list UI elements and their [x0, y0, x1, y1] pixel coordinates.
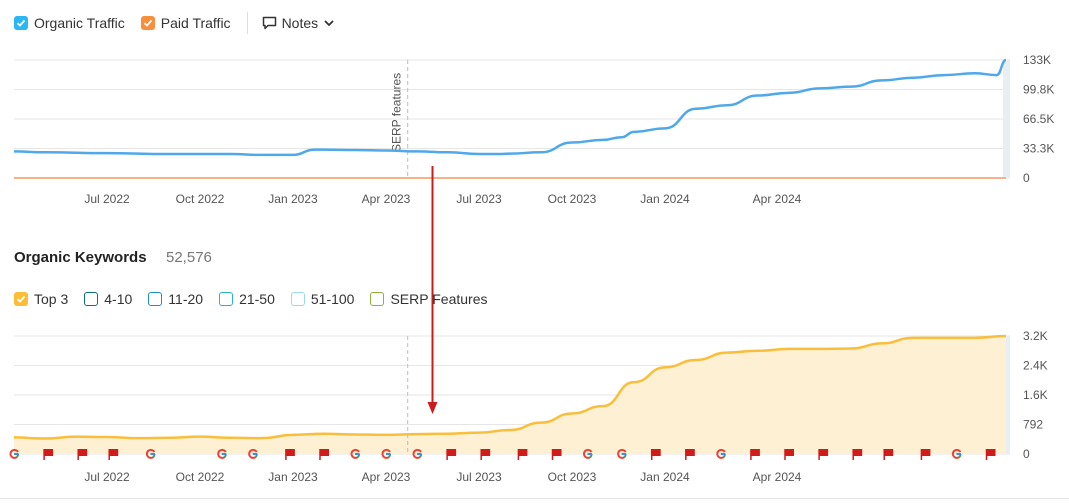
- keyword-legend-item[interactable]: Top 3: [14, 291, 68, 307]
- paid-traffic-toggle[interactable]: Paid Traffic: [140, 15, 231, 31]
- flag-icon: [818, 449, 829, 460]
- organic-keywords-title: Organic Keywords: [14, 249, 147, 266]
- x-tick-label: Oct 2023: [548, 192, 597, 206]
- y-tick-label: 99.8K: [1023, 83, 1054, 97]
- flag-icon: [446, 449, 457, 460]
- x-tick-label: Jul 2023: [456, 470, 502, 484]
- flag-icon: [285, 449, 295, 460]
- x-tick-label: Oct 2023: [548, 470, 597, 484]
- keyword-legend-label: Top 3: [34, 291, 69, 307]
- organic-traffic-line: [13, 58, 1007, 157]
- x-tick-label: Apr 2023: [362, 470, 411, 484]
- keyword-legend-label: 51-100: [310, 291, 355, 307]
- flag-icon: [750, 449, 760, 460]
- keyword-legend-item[interactable]: 21-50: [219, 291, 275, 307]
- google-update-icon: [716, 448, 726, 459]
- flag-icon: [920, 449, 931, 460]
- checkbox-unchecked-icon[interactable]: [219, 292, 234, 306]
- keyword-legend-item[interactable]: 4-10: [84, 291, 132, 307]
- google-update-icon: [583, 448, 593, 459]
- flag-icon: [883, 449, 894, 460]
- bottom-divider: [0, 498, 1069, 499]
- x-tick-label: Jan 2024: [640, 470, 690, 484]
- x-tick-label: Jan 2023: [268, 192, 318, 206]
- x-tick-label: Jul 2023: [456, 192, 502, 206]
- keyword-legend-item[interactable]: SERP Features: [370, 291, 487, 307]
- checkbox-checked-icon[interactable]: [14, 292, 28, 306]
- x-tick-label: Jan 2023: [268, 470, 318, 484]
- checkbox-unchecked-icon[interactable]: [148, 292, 163, 306]
- x-tick-label: Apr 2024: [753, 470, 802, 484]
- y-tick-label: 33.3K: [1023, 142, 1054, 156]
- google-update-icon: [412, 448, 423, 459]
- flag-icon: [551, 449, 562, 460]
- y-tick-label: 0: [1023, 171, 1030, 185]
- x-tick-label: Oct 2022: [176, 192, 225, 206]
- range-handle: [1003, 336, 1010, 454]
- flag-icon: [517, 449, 528, 460]
- organic-traffic-toggle[interactable]: Organic Traffic: [14, 15, 125, 31]
- checkbox-checked-icon[interactable]: [140, 16, 155, 30]
- y-tick-label: 2.4K: [1023, 359, 1048, 373]
- google-update-icon: [145, 448, 156, 459]
- google-update-icon: [350, 448, 361, 459]
- traffic-legend: Organic Traffic Paid Traffic Notes: [14, 12, 334, 34]
- y-tick-label: 792: [1023, 418, 1043, 432]
- notes-label: Notes: [281, 15, 319, 31]
- y-tick-label: 66.5K: [1023, 112, 1054, 126]
- serp-features-annotation: SERP features: [390, 73, 404, 152]
- checkbox-unchecked-icon[interactable]: [290, 292, 305, 306]
- x-tick-label: Jan 2024: [640, 192, 690, 206]
- notes-dropdown[interactable]: Notes: [262, 15, 335, 31]
- y-tick-label: 0: [1023, 447, 1030, 461]
- paid-traffic-label: Paid Traffic: [160, 15, 231, 31]
- y-tick-label: 3.2K: [1023, 329, 1048, 343]
- keyword-legend-item[interactable]: 51-100: [290, 291, 355, 307]
- google-update-icon: [248, 448, 258, 459]
- top3-area: [14, 336, 1006, 454]
- checkbox-unchecked-icon[interactable]: [370, 292, 385, 306]
- x-tick-label: Jul 2022: [84, 470, 130, 484]
- checkbox-checked-icon[interactable]: [14, 16, 28, 30]
- google-update-icon: [951, 448, 962, 459]
- top3-line: [13, 334, 1007, 440]
- x-tick-label: Apr 2023: [362, 192, 411, 206]
- organic-keywords-chart: 3.2K 2.4K 1.6K 792 0 Jul 2022 Oct 2022 Jan 2023…: [9, 329, 1048, 484]
- organic-keywords-count: 52,576: [166, 249, 212, 266]
- google-update-icon: [381, 448, 392, 459]
- range-handle: [1003, 60, 1010, 178]
- keywords-legend: Top 3 4-10 11-20 21-50 51-100 SERP Features: [14, 291, 503, 307]
- flag-icon: [985, 449, 996, 460]
- flag-icon: [77, 449, 88, 460]
- organic-traffic-label: Organic Traffic: [34, 15, 125, 31]
- flag-icon: [685, 449, 695, 460]
- note-icon: [262, 16, 277, 30]
- keyword-legend-label: 21-50: [239, 291, 275, 307]
- checkbox-unchecked-icon[interactable]: [84, 292, 99, 306]
- y-tick-label: 133K: [1023, 53, 1051, 67]
- flag-icon: [43, 449, 54, 460]
- x-tick-label: Jul 2022: [84, 192, 130, 206]
- legend-divider: [246, 12, 248, 34]
- flag-icon: [319, 449, 329, 460]
- keyword-legend-item[interactable]: 11-20: [148, 291, 203, 307]
- google-update-icon: [617, 448, 627, 459]
- flag-icon: [784, 449, 794, 460]
- flag-icon: [852, 449, 863, 460]
- x-tick-label: Apr 2024: [753, 192, 802, 206]
- y-tick-label: 1.6K: [1023, 388, 1048, 402]
- google-update-icon: [9, 448, 20, 459]
- keyword-legend-label: 11-20: [168, 291, 204, 307]
- flag-icon: [480, 449, 491, 460]
- keyword-legend-label: SERP Features: [390, 291, 488, 307]
- flag-icon: [650, 449, 661, 460]
- chevron-down-icon: [324, 19, 334, 27]
- google-update-icon: [217, 448, 227, 459]
- x-tick-label: Oct 2022: [176, 470, 225, 484]
- organic-traffic-chart: 133K 99.8K 66.5K 33.3K 0 Jul 2022 Oct 2022 Jan …: [13, 53, 1054, 206]
- flag-icon: [108, 449, 119, 460]
- keyword-legend-label: 4-10: [104, 291, 133, 307]
